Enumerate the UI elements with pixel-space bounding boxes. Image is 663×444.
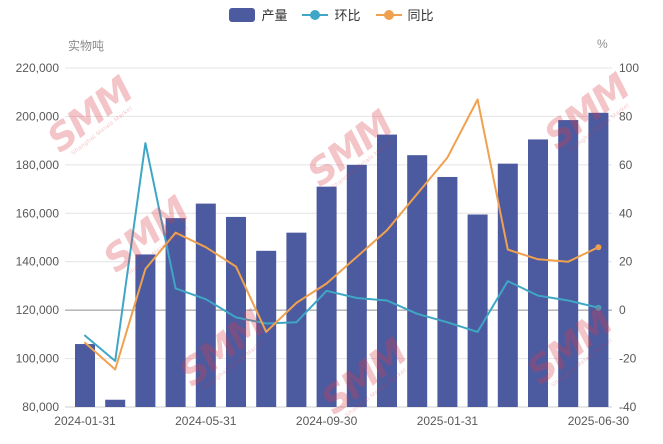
production-bar xyxy=(467,214,488,407)
left-axis-tick: 80,000 xyxy=(22,400,59,414)
production-bar xyxy=(75,344,95,407)
production-bar xyxy=(286,232,307,407)
left-axis-tick: 180,000 xyxy=(16,158,60,172)
right-axis-tick: -40 xyxy=(619,400,637,414)
production-bar xyxy=(195,203,216,407)
x-axis-tick-label: 2024-01-31 xyxy=(54,414,116,428)
production-bar xyxy=(528,139,548,408)
line-end-dot xyxy=(595,304,602,311)
production-bar xyxy=(226,216,246,407)
production-bar xyxy=(256,250,277,407)
left-axis-tick: 220,000 xyxy=(16,61,60,75)
right-axis-tick: 100 xyxy=(619,61,639,75)
right-axis-tick: 60 xyxy=(619,158,633,172)
production-bars xyxy=(75,112,609,408)
right-axis-tick: 0 xyxy=(619,303,626,317)
legend-item-yoy[interactable]: 同比 xyxy=(375,5,434,24)
series-line xyxy=(84,142,600,362)
x-axis-tick-label: 2025-01-31 xyxy=(417,414,479,428)
left-axis-tick: 100,000 xyxy=(16,352,60,366)
yoy-line xyxy=(84,98,602,371)
right-axis-title: % xyxy=(597,37,608,51)
production-bar xyxy=(105,399,126,407)
left-axis-tick: 160,000 xyxy=(16,206,60,220)
right-axis-tick: -20 xyxy=(619,352,637,366)
production-bar xyxy=(135,254,156,407)
line-dot-icon-mom xyxy=(302,8,329,22)
x-axis-tick-label: 2025-06-30 xyxy=(568,414,630,428)
legend: 产量 环比 同比 xyxy=(0,5,663,24)
production-bar xyxy=(346,164,367,407)
production-bar xyxy=(407,155,428,407)
production-bar xyxy=(558,120,579,407)
production-bar xyxy=(588,112,609,408)
production-bar xyxy=(165,218,186,407)
legend-item-mom[interactable]: 环比 xyxy=(302,5,361,24)
x-axis-tick-label: 2024-05-31 xyxy=(175,414,237,428)
right-axis-tick: 20 xyxy=(619,255,633,269)
left-axis-tick: 200,000 xyxy=(16,109,60,123)
production-bar xyxy=(316,186,337,407)
right-axis-tick: 40 xyxy=(619,206,633,220)
legend-label-yoy: 同比 xyxy=(407,8,434,23)
production-bar xyxy=(377,134,397,407)
production-bar xyxy=(437,176,458,407)
gridlines: 220,000 100 200,000 80 180,000 60 160,000 40 140… xyxy=(16,61,640,414)
bar-swatch-icon xyxy=(229,7,256,22)
x-axis-labels: 2024-01-31 2024-05-31 2024-09-30 2025-01-31… xyxy=(54,414,629,428)
left-axis-tick: 120,000 xyxy=(16,303,60,317)
line-dot-icon-yoy xyxy=(375,8,402,22)
left-axis-tick: 140,000 xyxy=(16,255,60,269)
legend-label-production: 产量 xyxy=(261,8,288,23)
line-end-dot xyxy=(595,244,602,251)
mom-line xyxy=(84,142,602,362)
left-axis-title: 实物吨 xyxy=(68,39,105,53)
series-line xyxy=(84,98,600,371)
legend-label-mom: 环比 xyxy=(334,8,361,23)
right-axis-tick: 80 xyxy=(619,109,633,123)
legend-item-production[interactable]: 产量 xyxy=(229,5,287,24)
x-axis-tick-label: 2024-09-30 xyxy=(296,414,358,428)
